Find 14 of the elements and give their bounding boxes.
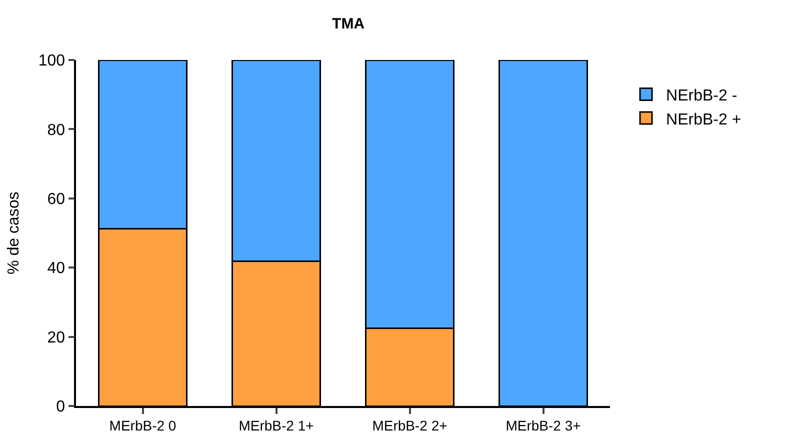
y-tick-label: 20	[47, 329, 66, 346]
x-tick-label: MErbB-2 3+	[506, 418, 581, 434]
y-axis-title: % de casos	[6, 192, 23, 274]
y-tick-label: 40	[47, 260, 66, 278]
y-tick-label: 0	[56, 398, 66, 416]
y-tick-label: 60	[47, 191, 66, 208]
chart-title: TMA	[332, 15, 365, 32]
x-tick-label: MErbB-2 2+	[372, 418, 448, 434]
x-tick-label: MErbB-2 1+	[238, 418, 314, 434]
legend-label: NErbB-2 +	[666, 111, 742, 128]
x-tick-label: MErbB-2 0	[109, 418, 176, 434]
y-tick-label: 80	[47, 122, 66, 139]
y-tick-label: 100	[38, 52, 66, 70]
legend-label: NErbB-2 -	[666, 87, 738, 104]
